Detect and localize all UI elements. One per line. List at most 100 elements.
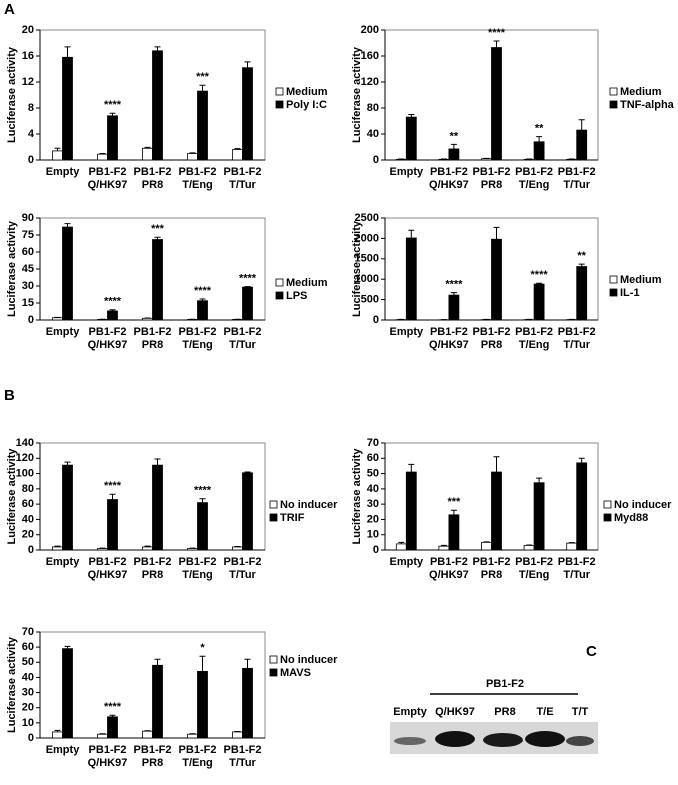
legend-swatch xyxy=(609,100,618,109)
bar xyxy=(448,148,460,161)
x-tick-label: PB1-F2 T/Tur xyxy=(558,556,596,581)
error-bar xyxy=(109,493,116,500)
bar xyxy=(152,50,163,161)
bar xyxy=(405,116,417,161)
x-tick-label: PB1-F2 Q/HK97 xyxy=(88,326,128,351)
bar xyxy=(52,731,63,739)
y-tick-label: 50 xyxy=(22,656,34,668)
legend-swatch xyxy=(609,288,618,297)
significance: **** xyxy=(104,480,122,492)
bar xyxy=(107,115,118,161)
legend-label: Medium xyxy=(286,277,328,289)
significance: * xyxy=(200,642,205,654)
bar xyxy=(232,149,243,161)
error-bar xyxy=(64,46,71,58)
lane-label: T/E xyxy=(536,706,553,718)
legend-swatch xyxy=(269,500,278,509)
y-tick-label: 20 xyxy=(22,529,34,541)
bar xyxy=(491,238,502,321)
legend-label: No inducer xyxy=(280,499,338,511)
x-tick-label: Empty xyxy=(46,326,81,338)
blot-label: PB1-F2 xyxy=(486,678,524,690)
x-tick-label: PB1-F2 PR8 xyxy=(473,326,511,351)
error-bar xyxy=(450,509,457,515)
y-tick-label: 60 xyxy=(22,246,34,258)
blot-band xyxy=(483,733,523,747)
x-tick-label: PB1-F2 PR8 xyxy=(473,166,511,191)
bar xyxy=(187,733,198,739)
error-bar xyxy=(493,456,500,473)
bar xyxy=(405,471,417,551)
bar xyxy=(242,286,253,321)
error-bar xyxy=(244,286,251,288)
x-tick-label: PB1-F2 Q/HK97 xyxy=(88,744,128,769)
y-tick-label: 0 xyxy=(28,314,34,326)
y-tick-label: 15 xyxy=(22,297,34,309)
bar xyxy=(187,548,198,551)
bar xyxy=(448,514,460,551)
error-bar xyxy=(144,545,151,547)
legend-label: TRIF xyxy=(280,512,305,524)
y-tick-label: 2000 xyxy=(355,232,379,244)
y-tick-label: 1500 xyxy=(355,253,379,265)
bar xyxy=(52,150,63,161)
y-axis-label: Luciferase activity xyxy=(351,448,363,545)
x-tick-label: Empty xyxy=(389,166,424,178)
y-tick-label: 20 xyxy=(367,513,379,525)
chart: 0 10 20 30 40 50 60 70 Luciferase activity Empty P… xyxy=(351,437,672,581)
y-tick-label: 8 xyxy=(28,102,34,114)
bar xyxy=(197,90,208,161)
bar xyxy=(142,147,153,161)
bar xyxy=(242,67,253,161)
bar xyxy=(566,542,578,551)
x-tick-label: Empty xyxy=(389,326,424,338)
x-tick-label: PB1-F2 Q/HK97 xyxy=(88,556,128,581)
y-tick-label: 0 xyxy=(28,732,34,744)
panel-label: B xyxy=(4,387,15,404)
significance: **** xyxy=(445,279,463,291)
y-axis-label: Luciferase activity xyxy=(6,220,18,317)
error-bar xyxy=(398,541,405,544)
significance: **** xyxy=(194,485,212,497)
error-bar xyxy=(199,84,206,92)
x-tick-label: Empty xyxy=(46,166,81,178)
bar xyxy=(62,56,73,161)
error-bar xyxy=(54,729,61,732)
bar xyxy=(97,733,108,739)
error-bar xyxy=(440,544,447,547)
significance: **** xyxy=(239,272,257,284)
error-bar xyxy=(54,545,61,547)
x-tick-label: PB1-F2 Q/HK97 xyxy=(429,326,469,351)
y-tick-label: 100 xyxy=(16,467,34,479)
bar xyxy=(197,300,208,321)
x-tick-label: PB1-F2 PR8 xyxy=(134,744,172,769)
error-bar xyxy=(244,658,251,669)
blot-band xyxy=(394,737,426,745)
bar xyxy=(97,153,108,161)
error-bar xyxy=(536,136,543,142)
bar xyxy=(576,129,588,161)
legend-swatch xyxy=(269,655,278,664)
bar xyxy=(491,471,502,551)
significance: **** xyxy=(488,27,506,39)
x-tick-label: PB1-F2 T/Eng xyxy=(515,166,553,191)
y-tick-label: 160 xyxy=(361,50,379,62)
y-tick-label: 70 xyxy=(367,437,379,449)
x-tick-label: PB1-F2 PR8 xyxy=(473,556,511,581)
bar xyxy=(405,237,417,321)
blot-band xyxy=(525,731,565,747)
error-bar xyxy=(154,46,161,51)
legend-label: Myd88 xyxy=(614,512,648,524)
blot-band xyxy=(435,731,475,747)
y-tick-label: 0 xyxy=(373,314,379,326)
y-tick-label: 60 xyxy=(22,641,34,653)
y-tick-label: 40 xyxy=(22,513,34,525)
error-bar xyxy=(64,223,71,228)
error-bar xyxy=(109,309,116,311)
error-bar xyxy=(493,40,500,48)
legend-label: TNF-alpha xyxy=(620,99,675,111)
legend-swatch xyxy=(275,291,284,300)
bar xyxy=(62,226,73,321)
error-bar xyxy=(154,236,161,240)
